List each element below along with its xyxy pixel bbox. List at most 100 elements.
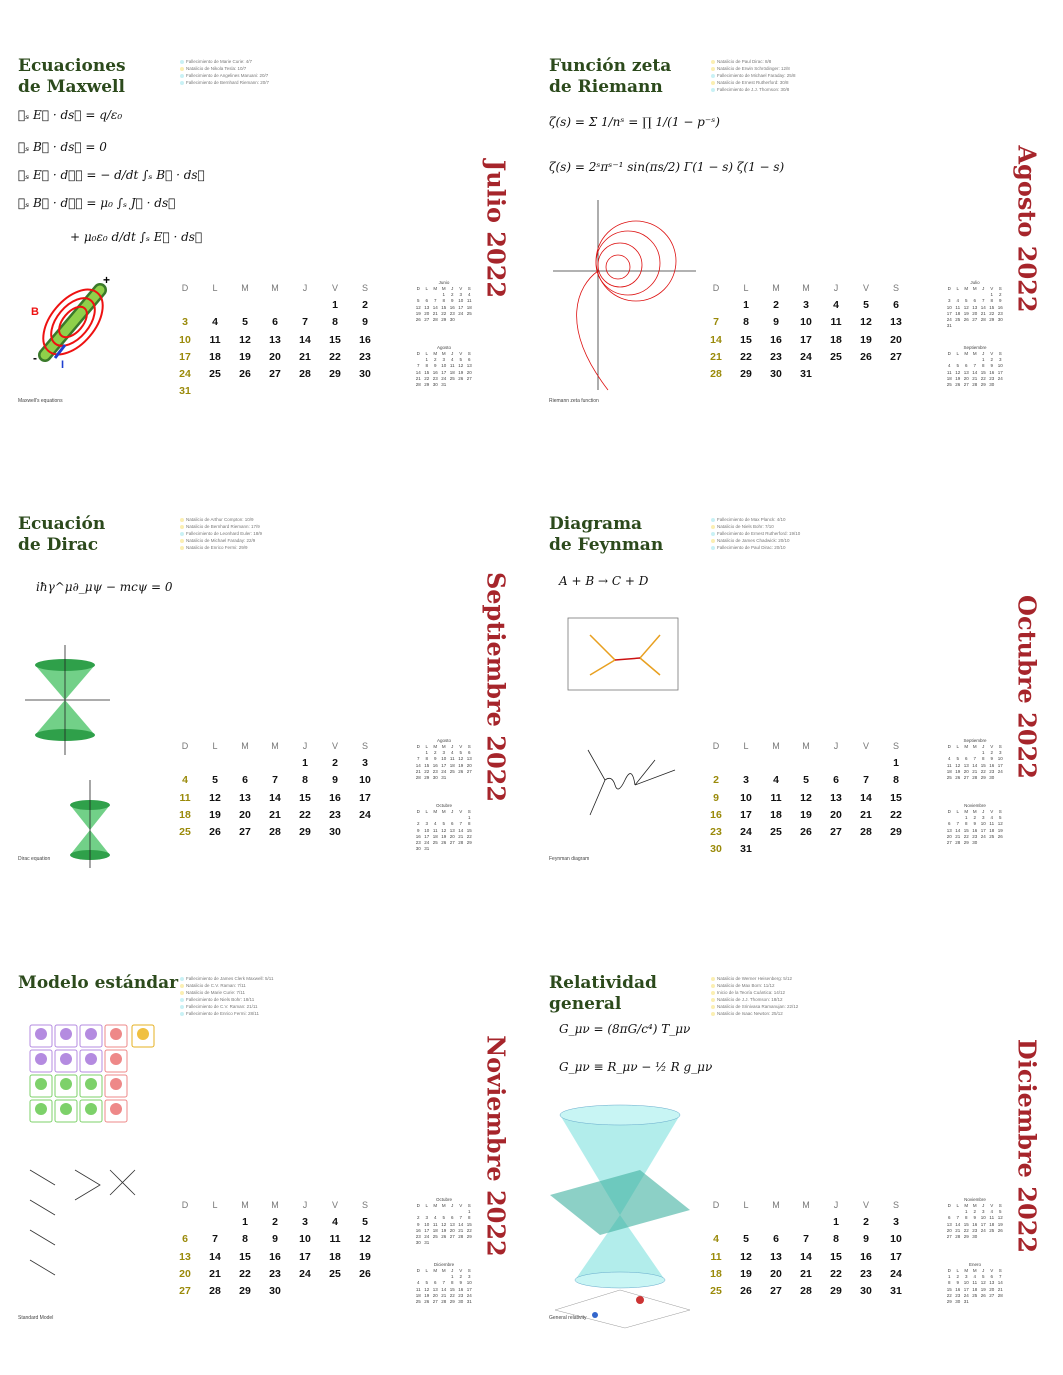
day-cell[interactable] xyxy=(290,383,320,400)
day-cell[interactable]: 8 xyxy=(320,314,350,331)
day-cell[interactable]: 19 xyxy=(350,1249,380,1266)
day-cell[interactable]: 8 xyxy=(731,314,761,331)
day-cell[interactable]: 13 xyxy=(260,332,290,349)
day-cell[interactable]: 29 xyxy=(230,1283,260,1300)
day-cell[interactable]: 21 xyxy=(290,349,320,366)
day-cell[interactable] xyxy=(320,383,350,400)
day-cell[interactable]: 31 xyxy=(791,366,821,383)
day-cell[interactable]: 17 xyxy=(350,790,380,807)
day-cell[interactable]: 10 xyxy=(170,332,200,349)
day-cell[interactable]: 30 xyxy=(350,366,380,383)
day-cell[interactable]: 13 xyxy=(881,314,911,331)
day-cell[interactable]: 20 xyxy=(821,807,851,824)
day-cell[interactable]: 27 xyxy=(761,1283,791,1300)
day-cell[interactable]: 3 xyxy=(290,1214,320,1231)
day-cell[interactable]: 17 xyxy=(791,332,821,349)
day-cell[interactable]: 22 xyxy=(881,807,911,824)
day-cell[interactable]: 27 xyxy=(230,824,260,841)
day-cell[interactable]: 6 xyxy=(761,1231,791,1248)
day-cell[interactable] xyxy=(290,297,320,314)
day-cell[interactable]: 12 xyxy=(731,1249,761,1266)
day-cell[interactable]: 16 xyxy=(761,332,791,349)
day-cell[interactable]: 7 xyxy=(701,314,731,331)
day-cell[interactable]: 28 xyxy=(701,366,731,383)
day-cell[interactable]: 19 xyxy=(791,807,821,824)
day-cell[interactable]: 10 xyxy=(350,772,380,789)
day-cell[interactable]: 19 xyxy=(200,807,230,824)
day-cell[interactable]: 9 xyxy=(851,1231,881,1248)
day-cell[interactable]: 8 xyxy=(821,1231,851,1248)
day-cell[interactable]: 9 xyxy=(320,772,350,789)
day-cell[interactable]: 24 xyxy=(290,1266,320,1283)
day-cell[interactable] xyxy=(881,841,911,858)
day-cell[interactable]: 9 xyxy=(701,790,731,807)
day-cell[interactable]: 25 xyxy=(170,824,200,841)
day-cell[interactable] xyxy=(821,755,851,772)
day-cell[interactable]: 13 xyxy=(821,790,851,807)
day-cell[interactable] xyxy=(821,841,851,858)
day-cell[interactable]: 20 xyxy=(230,807,260,824)
day-cell[interactable]: 16 xyxy=(320,790,350,807)
day-cell[interactable]: 21 xyxy=(851,807,881,824)
day-cell[interactable]: 4 xyxy=(320,1214,350,1231)
day-cell[interactable]: 29 xyxy=(731,366,761,383)
day-cell[interactable]: 1 xyxy=(731,297,761,314)
day-cell[interactable]: 3 xyxy=(170,314,200,331)
day-cell[interactable]: 28 xyxy=(200,1283,230,1300)
day-cell[interactable]: 13 xyxy=(761,1249,791,1266)
day-cell[interactable]: 24 xyxy=(350,807,380,824)
day-cell[interactable]: 15 xyxy=(230,1249,260,1266)
day-cell[interactable]: 13 xyxy=(230,790,260,807)
day-cell[interactable] xyxy=(851,755,881,772)
day-cell[interactable] xyxy=(230,383,260,400)
day-cell[interactable]: 31 xyxy=(731,841,761,858)
day-cell[interactable]: 22 xyxy=(320,349,350,366)
day-cell[interactable]: 29 xyxy=(881,824,911,841)
day-cell[interactable] xyxy=(200,383,230,400)
day-cell[interactable]: 4 xyxy=(821,297,851,314)
day-cell[interactable]: 18 xyxy=(170,807,200,824)
day-cell[interactable]: 19 xyxy=(731,1266,761,1283)
day-cell[interactable]: 5 xyxy=(791,772,821,789)
day-cell[interactable] xyxy=(200,1214,230,1231)
day-cell[interactable]: 23 xyxy=(851,1266,881,1283)
day-cell[interactable] xyxy=(761,841,791,858)
day-cell[interactable]: 16 xyxy=(701,807,731,824)
day-cell[interactable]: 26 xyxy=(350,1266,380,1283)
day-cell[interactable]: 20 xyxy=(170,1266,200,1283)
day-cell[interactable]: 6 xyxy=(881,297,911,314)
day-cell[interactable]: 4 xyxy=(761,772,791,789)
day-cell[interactable]: 11 xyxy=(170,790,200,807)
day-cell[interactable]: 9 xyxy=(761,314,791,331)
day-cell[interactable] xyxy=(350,824,380,841)
day-cell[interactable]: 18 xyxy=(200,349,230,366)
day-cell[interactable]: 12 xyxy=(851,314,881,331)
day-cell[interactable] xyxy=(170,297,200,314)
day-cell[interactable]: 22 xyxy=(230,1266,260,1283)
day-cell[interactable]: 11 xyxy=(200,332,230,349)
day-cell[interactable]: 23 xyxy=(761,349,791,366)
day-cell[interactable]: 28 xyxy=(791,1283,821,1300)
day-cell[interactable]: 23 xyxy=(350,349,380,366)
day-cell[interactable] xyxy=(230,755,260,772)
day-cell[interactable]: 9 xyxy=(260,1231,290,1248)
day-cell[interactable]: 10 xyxy=(881,1231,911,1248)
day-cell[interactable]: 2 xyxy=(350,297,380,314)
day-cell[interactable] xyxy=(170,755,200,772)
day-cell[interactable]: 4 xyxy=(170,772,200,789)
day-cell[interactable]: 8 xyxy=(881,772,911,789)
day-cell[interactable]: 13 xyxy=(170,1249,200,1266)
day-cell[interactable]: 22 xyxy=(821,1266,851,1283)
day-cell[interactable]: 6 xyxy=(170,1231,200,1248)
day-cell[interactable]: 21 xyxy=(200,1266,230,1283)
day-cell[interactable]: 14 xyxy=(260,790,290,807)
day-cell[interactable]: 22 xyxy=(731,349,761,366)
day-cell[interactable] xyxy=(170,1214,200,1231)
day-cell[interactable]: 19 xyxy=(230,349,260,366)
day-cell[interactable]: 25 xyxy=(761,824,791,841)
day-cell[interactable]: 21 xyxy=(260,807,290,824)
day-cell[interactable] xyxy=(200,297,230,314)
day-cell[interactable] xyxy=(350,1283,380,1300)
day-cell[interactable]: 27 xyxy=(821,824,851,841)
day-cell[interactable]: 3 xyxy=(731,772,761,789)
